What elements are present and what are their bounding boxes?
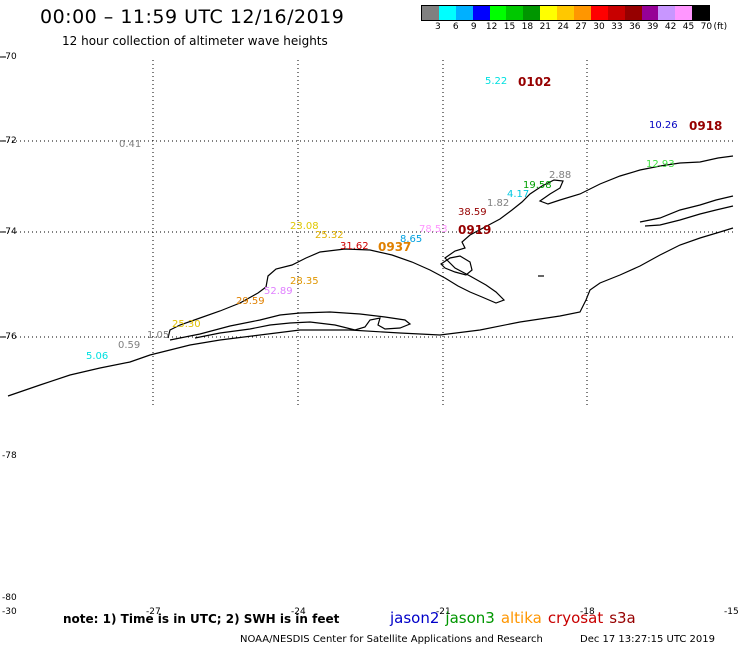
wave-height-label: 0.41 xyxy=(119,139,142,150)
wave-height-label: 8.65 xyxy=(400,234,423,245)
map-title: 00:00 – 11:59 UTC 12/16/2019 xyxy=(40,6,345,28)
coastline xyxy=(7,155,734,397)
colorbar-label: 70 xyxy=(700,22,713,32)
wave-height-label: 4.17 xyxy=(507,189,530,200)
latitude-gridlines xyxy=(8,140,733,338)
lat-label: -78 xyxy=(2,451,17,461)
satellite-legend-item: s3a xyxy=(609,609,636,627)
lon-label: -21 xyxy=(436,607,451,617)
colorbar-label: 21 xyxy=(539,22,552,32)
lat-label: -74 xyxy=(2,227,17,237)
lon-label: -27 xyxy=(146,607,161,617)
colorbar-label: 3 xyxy=(435,22,441,32)
colorbar-label: (ft) xyxy=(713,22,728,32)
wave-height-label: 23.08 xyxy=(290,221,319,232)
colorbar-swatch xyxy=(641,6,659,20)
wave-height-label: 31.62 xyxy=(340,241,369,252)
colorbar-swatch xyxy=(438,6,456,20)
wave-height-label: 78.53 xyxy=(419,224,448,235)
colorbar-label: 42 xyxy=(664,22,677,32)
pass-time-label: 0102 xyxy=(518,75,552,89)
wave-height-label: 29.59 xyxy=(236,296,265,307)
lon-label: -30 xyxy=(2,607,17,617)
colorbar-swatch xyxy=(506,6,524,20)
pass-time-label: 0918 xyxy=(689,119,723,133)
wave-height-label: 19.58 xyxy=(523,180,552,191)
colorbar-swatch xyxy=(675,6,693,20)
lat-label: -76 xyxy=(2,332,17,342)
colorbar-swatch xyxy=(574,6,591,20)
colorbar-swatch xyxy=(455,6,473,20)
wave-height-label: 5.22 xyxy=(485,76,508,87)
footer-note: note: 1) Time is in UTC; 2) SWH is in fe… xyxy=(63,612,340,626)
lat-label: -80 xyxy=(2,593,17,603)
satellite-legend-item: cryosat xyxy=(547,609,604,627)
wave-height-label: 28.35 xyxy=(290,276,319,287)
wave-height-label: 38.59 xyxy=(458,207,487,218)
colorbar-label: 27 xyxy=(575,22,587,32)
colorbar-label: 15 xyxy=(503,22,516,32)
wave-height-label: 1.05 xyxy=(147,330,170,341)
colorbar-swatch xyxy=(557,6,575,20)
colorbar-swatch xyxy=(590,6,608,20)
colorbar-swatch xyxy=(607,6,625,20)
colorbar-swatch xyxy=(540,6,558,20)
colorbar-label: 18 xyxy=(521,22,534,32)
colorbar-swatch xyxy=(489,6,507,20)
lat-label: -70 xyxy=(2,52,17,62)
colorbar-labels: 3 6 9 12 15 18 21 24 27 30 33 36 39 42 45 70 (ft) xyxy=(421,22,740,36)
colorbar-label: 33 xyxy=(611,22,623,32)
longitude-gridlines xyxy=(152,60,588,405)
pass-time-label: 0919 xyxy=(458,223,492,237)
colorbar-label: 30 xyxy=(593,22,605,32)
wave-height-label: 52.89 xyxy=(264,286,293,297)
credit-line: NOAA/NESDIS Center for Satellite Applica… xyxy=(240,634,543,645)
lon-label: -24 xyxy=(291,607,306,617)
colorbar-swatch xyxy=(624,6,642,20)
colorbar xyxy=(421,5,711,21)
lon-label: -15 xyxy=(724,607,739,617)
wave-height-label: 12.93 xyxy=(646,159,675,170)
wave-height-label: 2.88 xyxy=(549,170,572,181)
wave-height-label: 25.30 xyxy=(172,319,201,330)
colorbar-swatch xyxy=(472,6,490,20)
colorbar-label: 39 xyxy=(646,22,659,32)
colorbar-label: 9 xyxy=(470,22,477,32)
wave-height-label: 25.32 xyxy=(315,230,344,241)
colorbar-label: 24 xyxy=(557,22,569,32)
wave-height-label: 0.59 xyxy=(118,340,141,351)
wave-height-label: 5.06 xyxy=(86,351,109,362)
colorbar-label: 6 xyxy=(452,22,459,32)
lat-label: -72 xyxy=(2,136,17,146)
colorbar-swatch xyxy=(658,6,676,20)
satellite-legend-item: jason3 xyxy=(445,609,495,627)
satellite-legend-item: jason2 xyxy=(390,609,440,627)
colorbar-label: 36 xyxy=(629,22,641,32)
colorbar-label: 12 xyxy=(485,22,498,32)
colorbar-swatch xyxy=(692,6,710,20)
colorbar-swatch xyxy=(422,6,439,20)
colorbar-swatch xyxy=(523,6,541,20)
wave-height-label: 10.26 xyxy=(649,120,678,131)
satellite-legend: jason2 jason3 altika cryosat s3a xyxy=(390,609,642,627)
colorbar-label: 45 xyxy=(682,22,695,32)
generation-timestamp: Dec 17 13:27:15 UTC 2019 xyxy=(580,634,715,645)
lon-label: -18 xyxy=(580,607,595,617)
pass-time-label: 0937 xyxy=(378,240,412,254)
satellite-legend-item: altika xyxy=(500,609,542,627)
wave-height-label: 1.82 xyxy=(487,198,510,209)
map-subtitle: 12 hour collection of altimeter wave hei… xyxy=(62,34,328,48)
